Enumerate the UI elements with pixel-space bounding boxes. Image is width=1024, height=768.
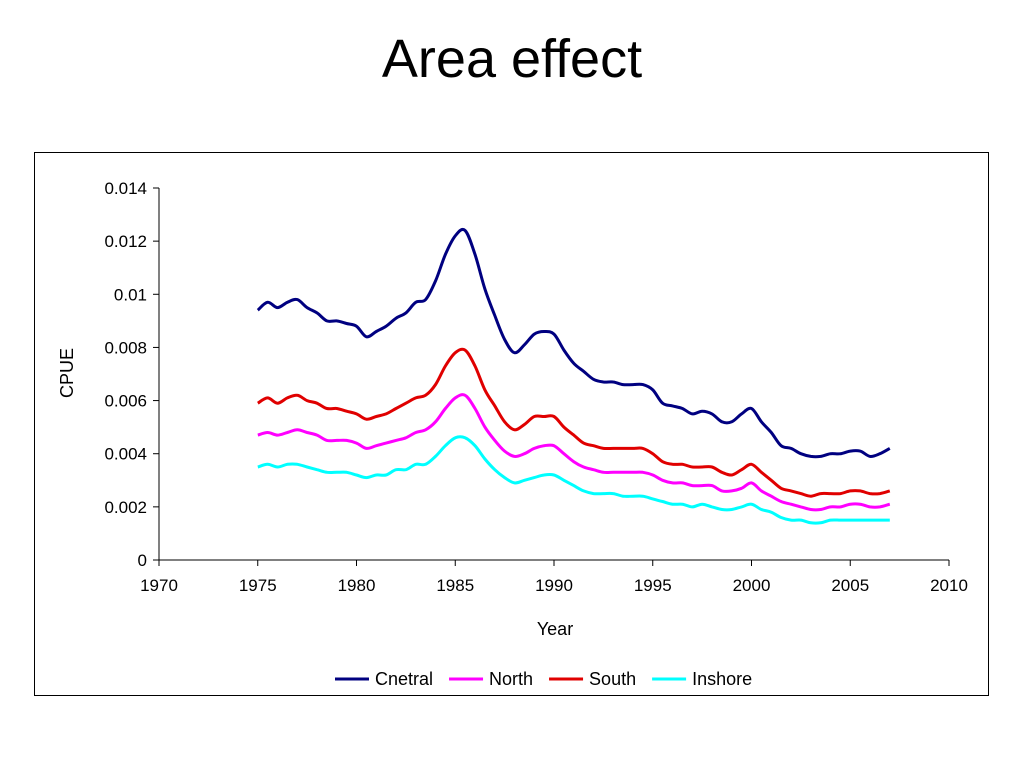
series-line-inshore — [257, 435, 890, 525]
y-tick-label: 0 — [138, 551, 147, 570]
y-tick-label: 0.002 — [104, 498, 147, 517]
x-axis-label: Year — [537, 619, 573, 639]
series-line-north — [257, 393, 891, 512]
legend-label-north: North — [489, 669, 533, 689]
series-line-cnetral — [256, 227, 891, 459]
line-chart: 0 0.002 0.004 0.006 0.008 0.01 0.012 0.014 1970… — [57, 179, 968, 689]
y-tick-label: 0.004 — [104, 445, 147, 464]
y-tick-label: 0.014 — [104, 179, 147, 198]
legend-label-south: South — [589, 669, 636, 689]
legend-label-inshore: Inshore — [692, 669, 752, 689]
x-tick-label: 1985 — [436, 576, 474, 595]
x-tick-label: 1980 — [338, 576, 376, 595]
x-tick-label: 1995 — [634, 576, 672, 595]
legend-label-cnetral: Cnetral — [375, 669, 433, 689]
x-tick-label: 1970 — [140, 576, 178, 595]
x-tick-label: 1975 — [239, 576, 277, 595]
x-tick-label: 1990 — [535, 576, 573, 595]
y-axis-label: CPUE — [57, 348, 77, 398]
legend: Cnetral North South Inshore — [335, 669, 752, 689]
x-tick-label: 2000 — [733, 576, 771, 595]
x-axis: 1970 1975 1980 1985 1990 1995 2000 2005 2010 — [140, 559, 968, 595]
y-axis: 0 0.002 0.004 0.006 0.008 0.01 0.012 0.014 — [104, 179, 160, 570]
series-lines — [256, 227, 891, 525]
y-tick-label: 0.008 — [104, 338, 147, 357]
y-tick-label: 0.012 — [104, 232, 147, 251]
y-tick-label: 0.006 — [104, 392, 147, 411]
chart-frame: 0 0.002 0.004 0.006 0.008 0.01 0.012 0.014 1970… — [34, 152, 989, 696]
series-line-south — [256, 347, 891, 498]
x-tick-label: 2005 — [831, 576, 869, 595]
slide-title: Area effect — [381, 29, 643, 89]
x-tick-label: 2010 — [930, 576, 968, 595]
y-tick-label: 0.01 — [114, 285, 147, 304]
